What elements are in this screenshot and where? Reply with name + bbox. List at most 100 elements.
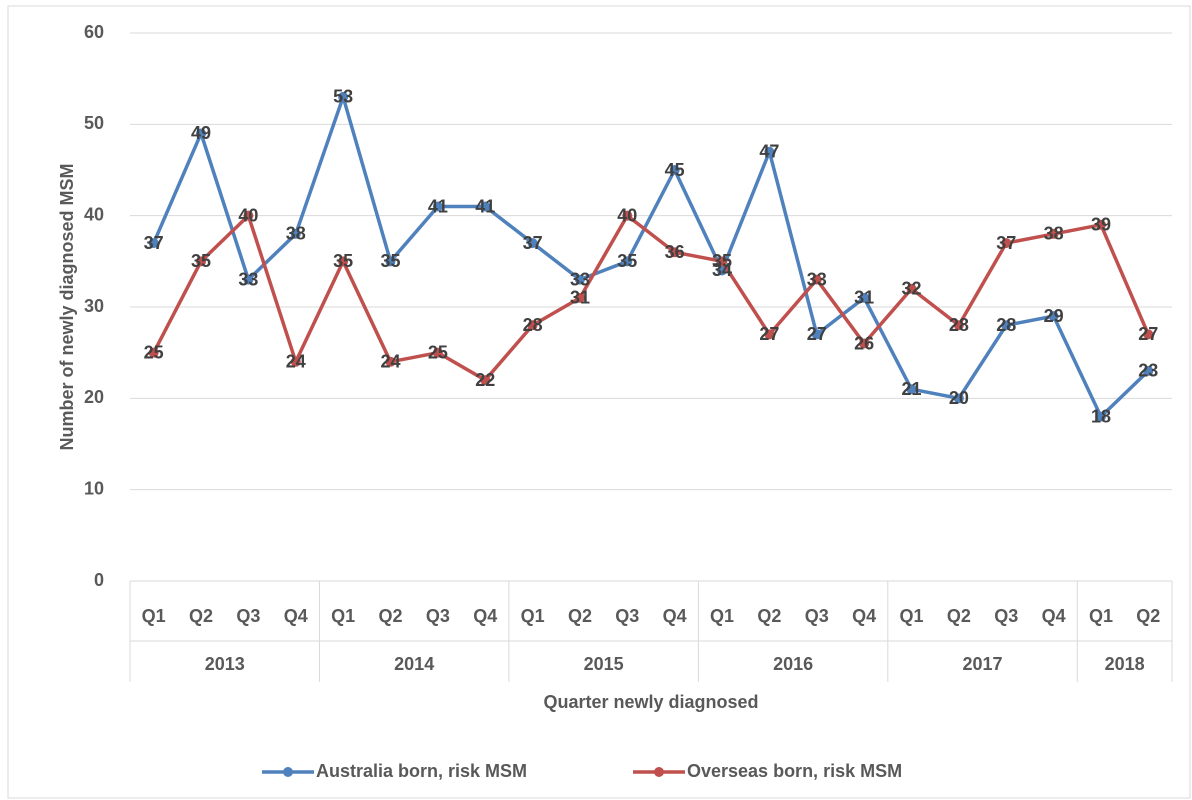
- point: [432, 201, 443, 212]
- series-line: [152, 213, 1150, 382]
- x-group-label: 2018: [1105, 654, 1145, 674]
- point: [1095, 411, 1106, 422]
- point: [1048, 311, 1059, 322]
- x-tick-label: Q2: [757, 606, 781, 626]
- x-tick-label: Q2: [1136, 606, 1160, 626]
- y-tick-label: 10: [84, 478, 104, 498]
- point: [859, 338, 870, 349]
- point: [669, 165, 680, 175]
- series-line: [152, 95, 1150, 419]
- x-tick-label: Q3: [426, 606, 450, 626]
- x-tick-label: Q2: [947, 606, 971, 626]
- point: [480, 201, 491, 212]
- x-tick-label: Q3: [805, 606, 829, 626]
- data-label: 29: [1044, 306, 1064, 326]
- point: [148, 238, 159, 249]
- point: [1048, 228, 1059, 239]
- data-label: 33: [807, 269, 827, 289]
- x-tick-label: Q3: [994, 606, 1018, 626]
- x-tick-label: Q3: [236, 606, 260, 626]
- point: [1001, 238, 1012, 249]
- y-axis-title: Number of newly diagnosed MSM: [57, 163, 77, 450]
- point: [432, 347, 443, 358]
- point: [1143, 365, 1154, 376]
- point: [527, 320, 538, 331]
- data-label: 35: [617, 251, 637, 271]
- x-tick-label: Q4: [1042, 606, 1066, 626]
- data-label: 26: [854, 333, 874, 353]
- data-label: 31: [854, 288, 874, 308]
- data-label: 35: [333, 251, 353, 271]
- point: [338, 91, 349, 102]
- data-label: 27: [759, 324, 779, 344]
- data-label: 22: [475, 370, 495, 390]
- data-label: 39: [1091, 215, 1111, 235]
- x-tick-label: Q3: [615, 606, 639, 626]
- point: [1001, 320, 1012, 331]
- data-label: 27: [1138, 324, 1158, 344]
- point: [764, 146, 775, 157]
- point: [1095, 219, 1106, 230]
- point: [385, 256, 396, 267]
- legend-marker: [654, 767, 664, 777]
- data-label: 38: [286, 224, 306, 244]
- y-tick-label: 30: [84, 296, 104, 316]
- point: [480, 375, 491, 386]
- x-tick-label: Q1: [710, 606, 734, 626]
- y-tick-label: 20: [84, 387, 104, 407]
- data-label: 24: [286, 352, 306, 372]
- data-label: 20: [949, 388, 969, 408]
- point: [717, 256, 728, 267]
- data-label: 28: [996, 315, 1016, 335]
- x-tick-label: Q4: [663, 606, 687, 626]
- point: [574, 274, 585, 285]
- legend-marker: [283, 767, 293, 777]
- data-label: 53: [333, 87, 353, 107]
- data-label: 27: [807, 324, 827, 344]
- x-tick-label: Q1: [1089, 606, 1113, 626]
- x-group-label: 2017: [963, 654, 1003, 674]
- point: [574, 292, 585, 303]
- data-label: 40: [617, 205, 637, 225]
- data-label: 38: [1044, 224, 1064, 244]
- data-label: 41: [475, 196, 495, 216]
- x-tick-label: Q4: [852, 606, 876, 626]
- data-label: 35: [191, 251, 211, 271]
- legend-label: Australia born, risk MSM: [316, 761, 527, 781]
- point: [527, 238, 538, 249]
- point: [622, 256, 633, 267]
- y-tick-label: 50: [84, 113, 104, 133]
- point: [953, 320, 964, 331]
- data-label: 28: [523, 315, 543, 335]
- data-label: 18: [1091, 406, 1111, 426]
- x-tick-label: Q2: [189, 606, 213, 626]
- data-label: 35: [380, 251, 400, 271]
- x-group-label: 2013: [205, 654, 245, 674]
- data-label: 23: [1138, 361, 1158, 381]
- data-label: 35: [712, 251, 732, 271]
- y-tick-label: 0: [94, 570, 104, 590]
- data-label: 41: [428, 196, 448, 216]
- x-tick-label: Q1: [521, 606, 545, 626]
- chart-border: [7, 5, 1191, 799]
- x-tick-label: Q4: [473, 606, 497, 626]
- point: [243, 210, 254, 221]
- x-group-label: 2015: [584, 654, 624, 674]
- point: [196, 128, 207, 139]
- data-label: 28: [949, 315, 969, 335]
- data-label: 37: [144, 233, 164, 253]
- data-label: 45: [665, 160, 685, 180]
- data-label: 32: [901, 278, 921, 298]
- x-tick-label: Q2: [568, 606, 592, 626]
- point: [290, 356, 301, 367]
- point: [622, 210, 633, 221]
- point: [811, 329, 822, 340]
- legend-label: Overseas born, risk MSM: [687, 761, 902, 781]
- data-label: 37: [523, 233, 543, 253]
- data-label: 33: [238, 269, 258, 289]
- point: [953, 393, 964, 404]
- point: [859, 292, 870, 303]
- point: [338, 256, 349, 267]
